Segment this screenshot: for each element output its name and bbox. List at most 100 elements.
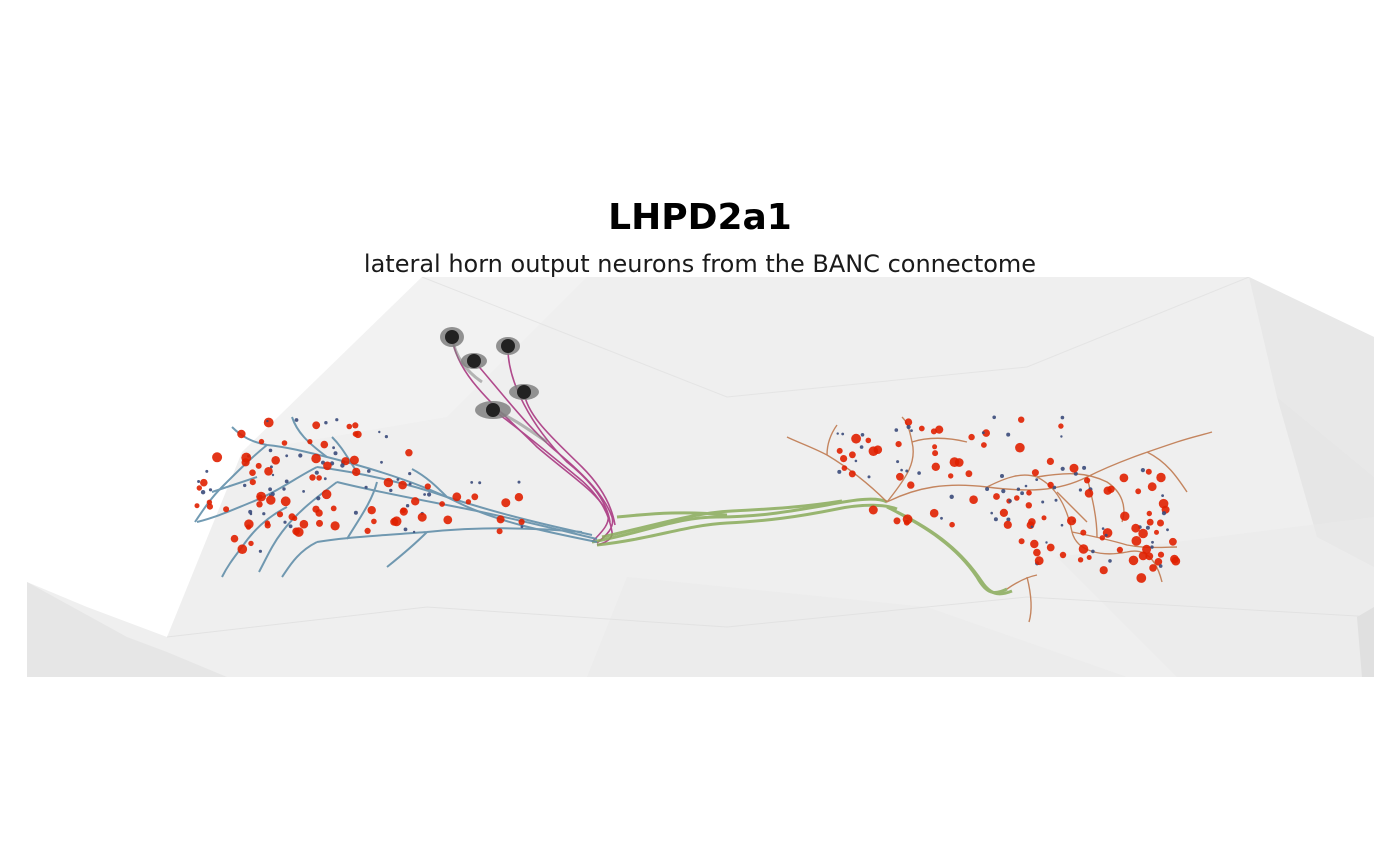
synapse-marker xyxy=(270,492,275,497)
synapse-marker xyxy=(465,499,472,505)
synapse-marker xyxy=(1136,573,1147,583)
synapse-marker xyxy=(518,518,525,525)
synapse-marker xyxy=(471,493,479,501)
synapse-marker xyxy=(411,497,420,506)
synapse-marker xyxy=(352,431,359,437)
synapse-marker xyxy=(315,509,323,517)
synapse-marker xyxy=(854,459,858,463)
synapse-marker xyxy=(352,422,359,429)
synapse-marker xyxy=(1135,488,1142,495)
synapse-marker xyxy=(299,519,309,529)
synapse-marker xyxy=(903,519,910,526)
synapse-marker xyxy=(398,480,407,490)
synapse-marker xyxy=(443,515,453,525)
synapse-marker xyxy=(931,462,940,471)
synapse-marker xyxy=(993,517,998,522)
synapse-marker xyxy=(281,440,288,446)
synapse-marker xyxy=(330,521,340,531)
synapse-marker xyxy=(264,467,273,476)
synapse-marker xyxy=(929,508,939,518)
synapse-marker xyxy=(949,457,960,467)
synapse-marker xyxy=(1156,472,1166,483)
synapse-marker xyxy=(266,419,269,423)
synapse-marker xyxy=(999,508,1009,517)
synapse-marker xyxy=(969,495,978,504)
synapse-marker xyxy=(320,440,329,449)
synapse-marker xyxy=(1060,523,1064,527)
synapse-marker xyxy=(197,480,201,483)
synapse-marker xyxy=(1060,435,1063,438)
synapse-marker xyxy=(1151,540,1154,544)
synapse-marker xyxy=(1138,528,1148,539)
synapse-marker xyxy=(836,447,843,454)
synapse-marker xyxy=(302,490,305,493)
synapse-marker xyxy=(237,429,246,439)
synapse-marker xyxy=(1102,528,1113,538)
synapse-marker xyxy=(1146,510,1153,517)
synapse-marker xyxy=(1104,533,1108,537)
synapse-marker xyxy=(1078,488,1082,492)
synapse-marker xyxy=(276,511,284,518)
synapse-marker xyxy=(993,493,1000,500)
synapse-marker xyxy=(378,430,381,434)
synapse-marker xyxy=(206,503,213,510)
synapse-marker xyxy=(1059,551,1067,559)
synapse-marker xyxy=(896,472,904,481)
synapse-marker xyxy=(1161,494,1164,497)
synapse-marker xyxy=(389,488,393,493)
synapse-marker xyxy=(1082,465,1087,470)
synapse-marker xyxy=(1131,523,1141,533)
synapse-marker xyxy=(1041,500,1045,504)
synapse-marker xyxy=(893,517,901,525)
synapse-marker xyxy=(981,431,985,435)
synapse-marker xyxy=(264,520,271,526)
synapse-marker xyxy=(1140,468,1145,473)
synapse-marker xyxy=(249,479,256,486)
synapse-marker xyxy=(932,444,938,450)
synapse-marker xyxy=(1033,548,1041,557)
synapse-marker xyxy=(412,530,416,534)
synapse-marker xyxy=(1031,469,1039,477)
synapse-marker xyxy=(496,528,503,535)
synapse-marker xyxy=(237,544,248,554)
synapse-marker xyxy=(1078,544,1089,554)
axon-tract xyxy=(591,497,1013,596)
soma-marker xyxy=(440,327,464,347)
synapse-marker xyxy=(1154,558,1163,566)
synapse-marker xyxy=(1099,566,1108,575)
synapse-marker xyxy=(1131,536,1142,546)
synapse-marker xyxy=(1060,466,1065,471)
synapse-marker xyxy=(364,527,371,534)
synapse-marker xyxy=(321,489,332,500)
synapse-marker xyxy=(258,438,265,445)
synapse-marker xyxy=(205,469,209,473)
synapse-marker xyxy=(423,493,426,496)
synapse-marker xyxy=(1119,473,1129,483)
soma-marker xyxy=(496,337,520,355)
synapse-marker xyxy=(248,540,254,547)
synapse-marker xyxy=(256,501,263,508)
synapse-marker xyxy=(1084,489,1094,498)
synapse-marker xyxy=(1145,525,1150,530)
synapse-marker xyxy=(390,517,399,526)
synapse-marker xyxy=(841,465,848,471)
synapse-marker xyxy=(349,455,359,465)
synapse-marker xyxy=(427,492,432,497)
synapse-marker xyxy=(364,485,368,489)
synapse-marker xyxy=(341,457,350,466)
synapse-marker xyxy=(335,418,339,422)
synapse-marker xyxy=(1084,477,1091,484)
synapse-marker xyxy=(316,519,323,527)
synapse-marker xyxy=(1008,499,1012,503)
synapse-marker xyxy=(371,518,377,525)
synapse-marker xyxy=(282,487,286,491)
synapse-marker xyxy=(949,521,955,528)
synapse-marker xyxy=(249,469,256,476)
synapse-marker xyxy=(307,439,313,445)
synapse-marker xyxy=(352,467,361,477)
synapse-marker xyxy=(1150,545,1154,549)
synapse-marker xyxy=(1006,517,1011,522)
synapse-marker xyxy=(353,510,358,515)
synapse-marker xyxy=(1069,463,1079,473)
synapse-marker xyxy=(849,451,856,459)
